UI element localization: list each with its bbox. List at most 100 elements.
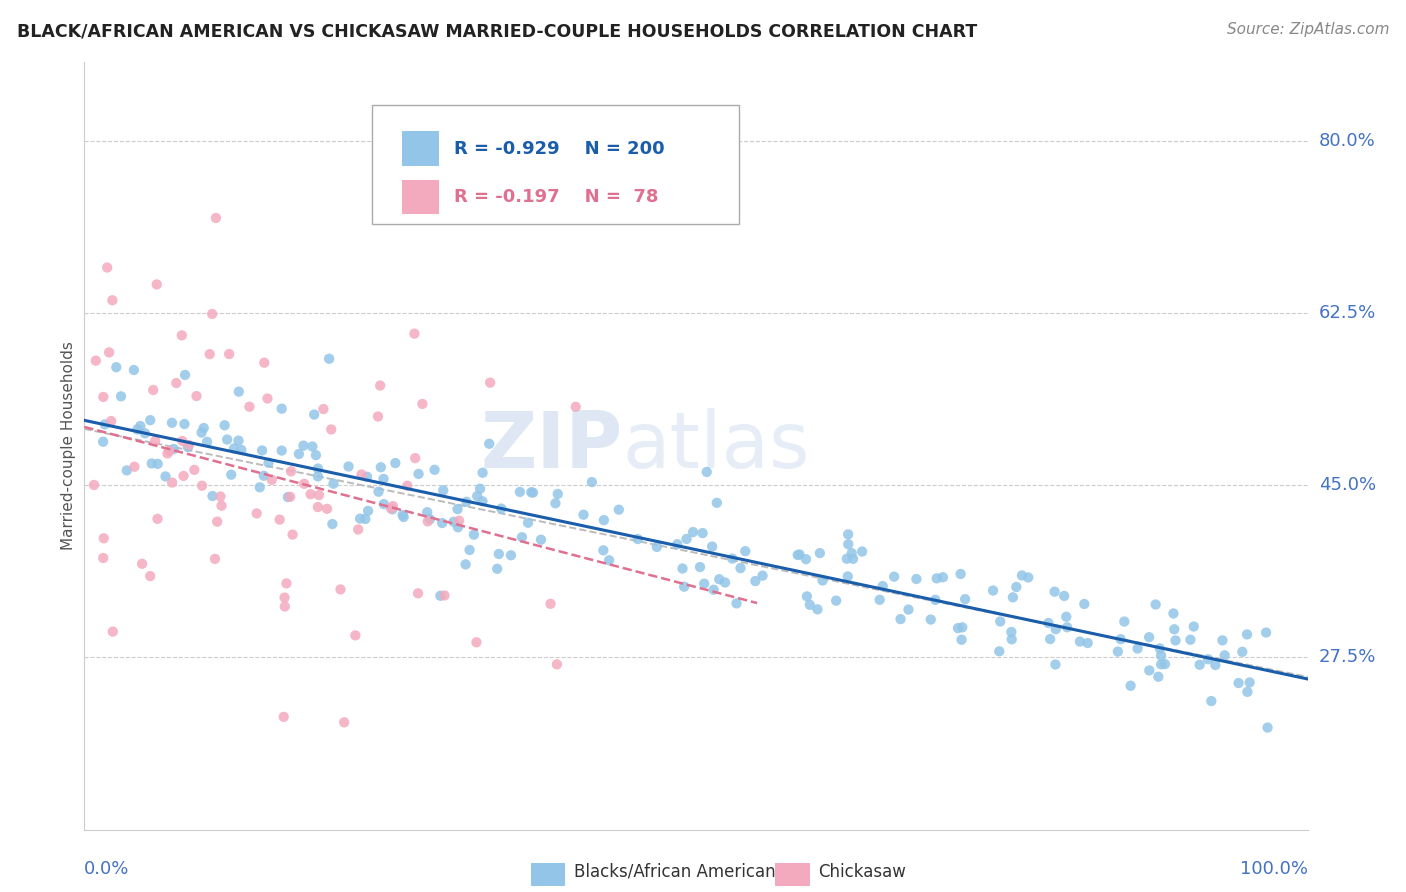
Point [349,511,371,525]
Point [1204,657,1226,672]
Point [277,490,299,504]
Point [1150,648,1173,663]
Point [214,418,236,433]
Point [1017,570,1039,584]
Point [806,602,828,616]
Point [165,376,187,390]
Point [811,574,834,588]
Point [734,544,756,558]
Point [544,496,567,510]
Text: R = -0.197    N =  78: R = -0.197 N = 78 [454,188,658,206]
Point [889,612,911,626]
Point [988,644,1011,658]
Point [273,591,295,605]
Point [231,442,253,457]
Point [981,583,1004,598]
Point [486,562,509,576]
Point [837,569,859,583]
Point [156,446,179,460]
Point [307,461,329,475]
Point [354,512,377,526]
Point [198,347,221,361]
Point [391,508,413,522]
Point [322,476,344,491]
Point [191,479,214,493]
Point [837,527,859,541]
Point [949,566,972,581]
Point [953,592,976,607]
Point [115,463,138,477]
Point [238,400,260,414]
Point [1154,657,1177,671]
Point [842,552,865,566]
Point [924,592,946,607]
Bar [402,131,439,166]
Point [491,501,513,516]
Point [273,710,295,724]
Point [83,478,105,492]
Point [209,490,232,504]
Point [751,568,773,582]
Point [333,715,356,730]
Point [1236,627,1258,641]
Point [204,552,226,566]
Point [1011,568,1033,582]
Text: Source: ZipAtlas.com: Source: ZipAtlas.com [1226,22,1389,37]
Point [1069,634,1091,648]
Point [408,467,430,481]
Point [129,419,152,434]
Point [356,469,378,483]
Point [1137,630,1160,644]
Point [682,524,704,539]
Point [430,516,453,530]
Point [730,561,752,575]
Point [433,589,456,603]
Point [249,480,271,494]
Point [703,582,725,597]
Point [796,590,818,604]
Point [91,551,114,566]
Point [110,389,132,403]
Point [250,443,273,458]
Point [404,451,426,466]
Point [675,532,697,546]
Point [1236,685,1258,699]
Point [274,599,297,614]
Point [671,561,693,575]
Point [163,442,186,456]
Point [458,543,481,558]
Point [155,469,177,483]
Point [808,546,831,560]
Point [350,467,373,482]
Point [373,497,395,511]
Point [312,402,335,417]
Point [299,487,322,501]
Point [84,353,107,368]
Point [357,504,380,518]
Point [193,421,215,435]
Point [607,502,630,516]
Point [1239,675,1261,690]
Point [337,459,360,474]
Point [478,436,501,450]
Text: Chickasaw: Chickasaw [818,863,907,880]
Point [177,440,200,454]
Point [1126,641,1149,656]
Point [302,408,325,422]
Point [744,574,766,588]
Text: atlas: atlas [623,408,810,484]
Point [93,531,115,545]
Point [183,463,205,477]
Point [269,513,291,527]
Point [706,496,728,510]
Point [98,345,121,359]
Point [257,456,280,470]
Point [384,456,406,470]
Bar [531,863,565,886]
Point [488,547,510,561]
Point [281,527,304,541]
Point [321,517,343,532]
Point [454,558,477,572]
Point [228,434,250,448]
Point [160,416,183,430]
